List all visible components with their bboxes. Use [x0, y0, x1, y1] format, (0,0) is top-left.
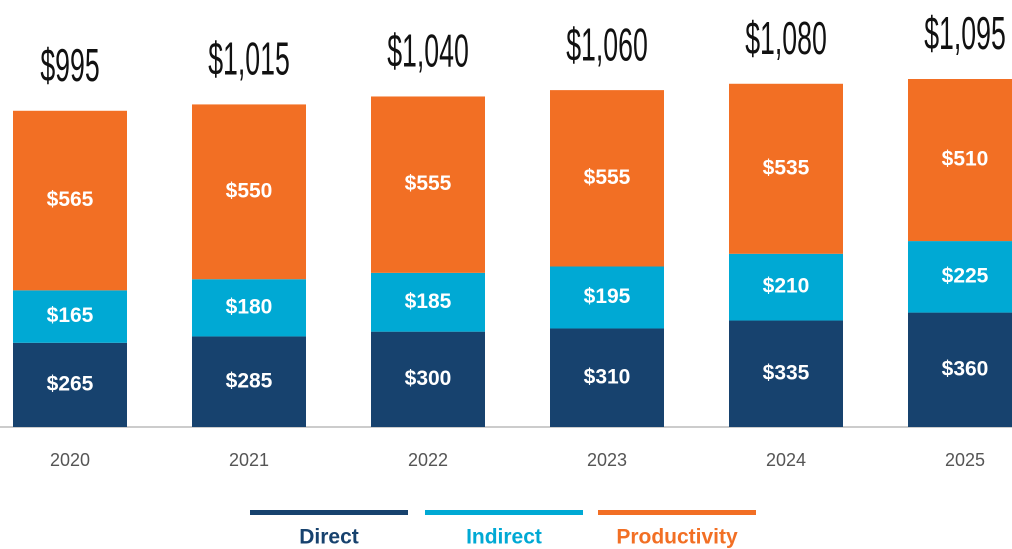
segment-label: $180: [226, 295, 273, 318]
segment-label: $285: [226, 369, 273, 392]
legend-label: Productivity: [616, 526, 738, 549]
segment-label: $555: [584, 166, 631, 189]
segment-label: $510: [942, 148, 989, 171]
segment-label: $185: [405, 290, 452, 313]
x-tick-label: 2025: [945, 450, 985, 470]
segment-label: $195: [584, 285, 631, 308]
total-label: $1,040: [387, 25, 469, 77]
legend-swatch: [598, 510, 756, 515]
bar-segment: [192, 104, 306, 280]
legend-swatch: [425, 510, 583, 515]
total-label: $1,060: [566, 18, 648, 70]
segment-label: $535: [763, 156, 810, 179]
bar-segment: [550, 266, 664, 329]
bar-segment: [371, 96, 485, 273]
total-label: $1,080: [745, 12, 827, 64]
legend-label: Direct: [299, 526, 359, 549]
bar-segment: [908, 312, 1012, 427]
bar-segment: [908, 79, 1012, 242]
segment-label: $555: [405, 172, 452, 195]
segment-label: $310: [584, 365, 631, 388]
x-tick-label: 2021: [229, 450, 269, 470]
bar-segment: [13, 290, 127, 343]
segment-label: $335: [763, 361, 810, 384]
x-tick-label: 2022: [408, 450, 448, 470]
segment-label: $225: [942, 264, 989, 287]
segment-label: $300: [405, 367, 452, 390]
legend-label: Indirect: [466, 526, 542, 549]
segment-label: $550: [226, 179, 273, 202]
total-label: $1,095: [924, 7, 1006, 59]
bar-segment: [13, 342, 127, 427]
bar-segment: [550, 328, 664, 427]
x-tick-label: 2020: [50, 450, 90, 470]
bar-segment: [371, 331, 485, 427]
bar-segment: [729, 83, 843, 254]
segment-label: $165: [47, 304, 94, 327]
legend-swatch: [250, 510, 408, 515]
bar-segment: [908, 241, 1012, 313]
bar-segment: [192, 279, 306, 337]
bar-segment: [192, 336, 306, 427]
bar-segment: [550, 90, 664, 267]
segment-label: $265: [47, 372, 94, 395]
x-tick-label: 2024: [766, 450, 806, 470]
bar-segment: [729, 320, 843, 427]
bar-segment: [13, 110, 127, 291]
bar-segment: [729, 253, 843, 321]
x-tick-label: 2023: [587, 450, 627, 470]
segment-label: $360: [942, 357, 989, 380]
total-label: $995: [40, 39, 99, 91]
segment-label: $565: [47, 188, 94, 211]
segment-label: $210: [763, 275, 810, 298]
bar-segment: [371, 272, 485, 332]
total-label: $1,015: [208, 33, 290, 85]
